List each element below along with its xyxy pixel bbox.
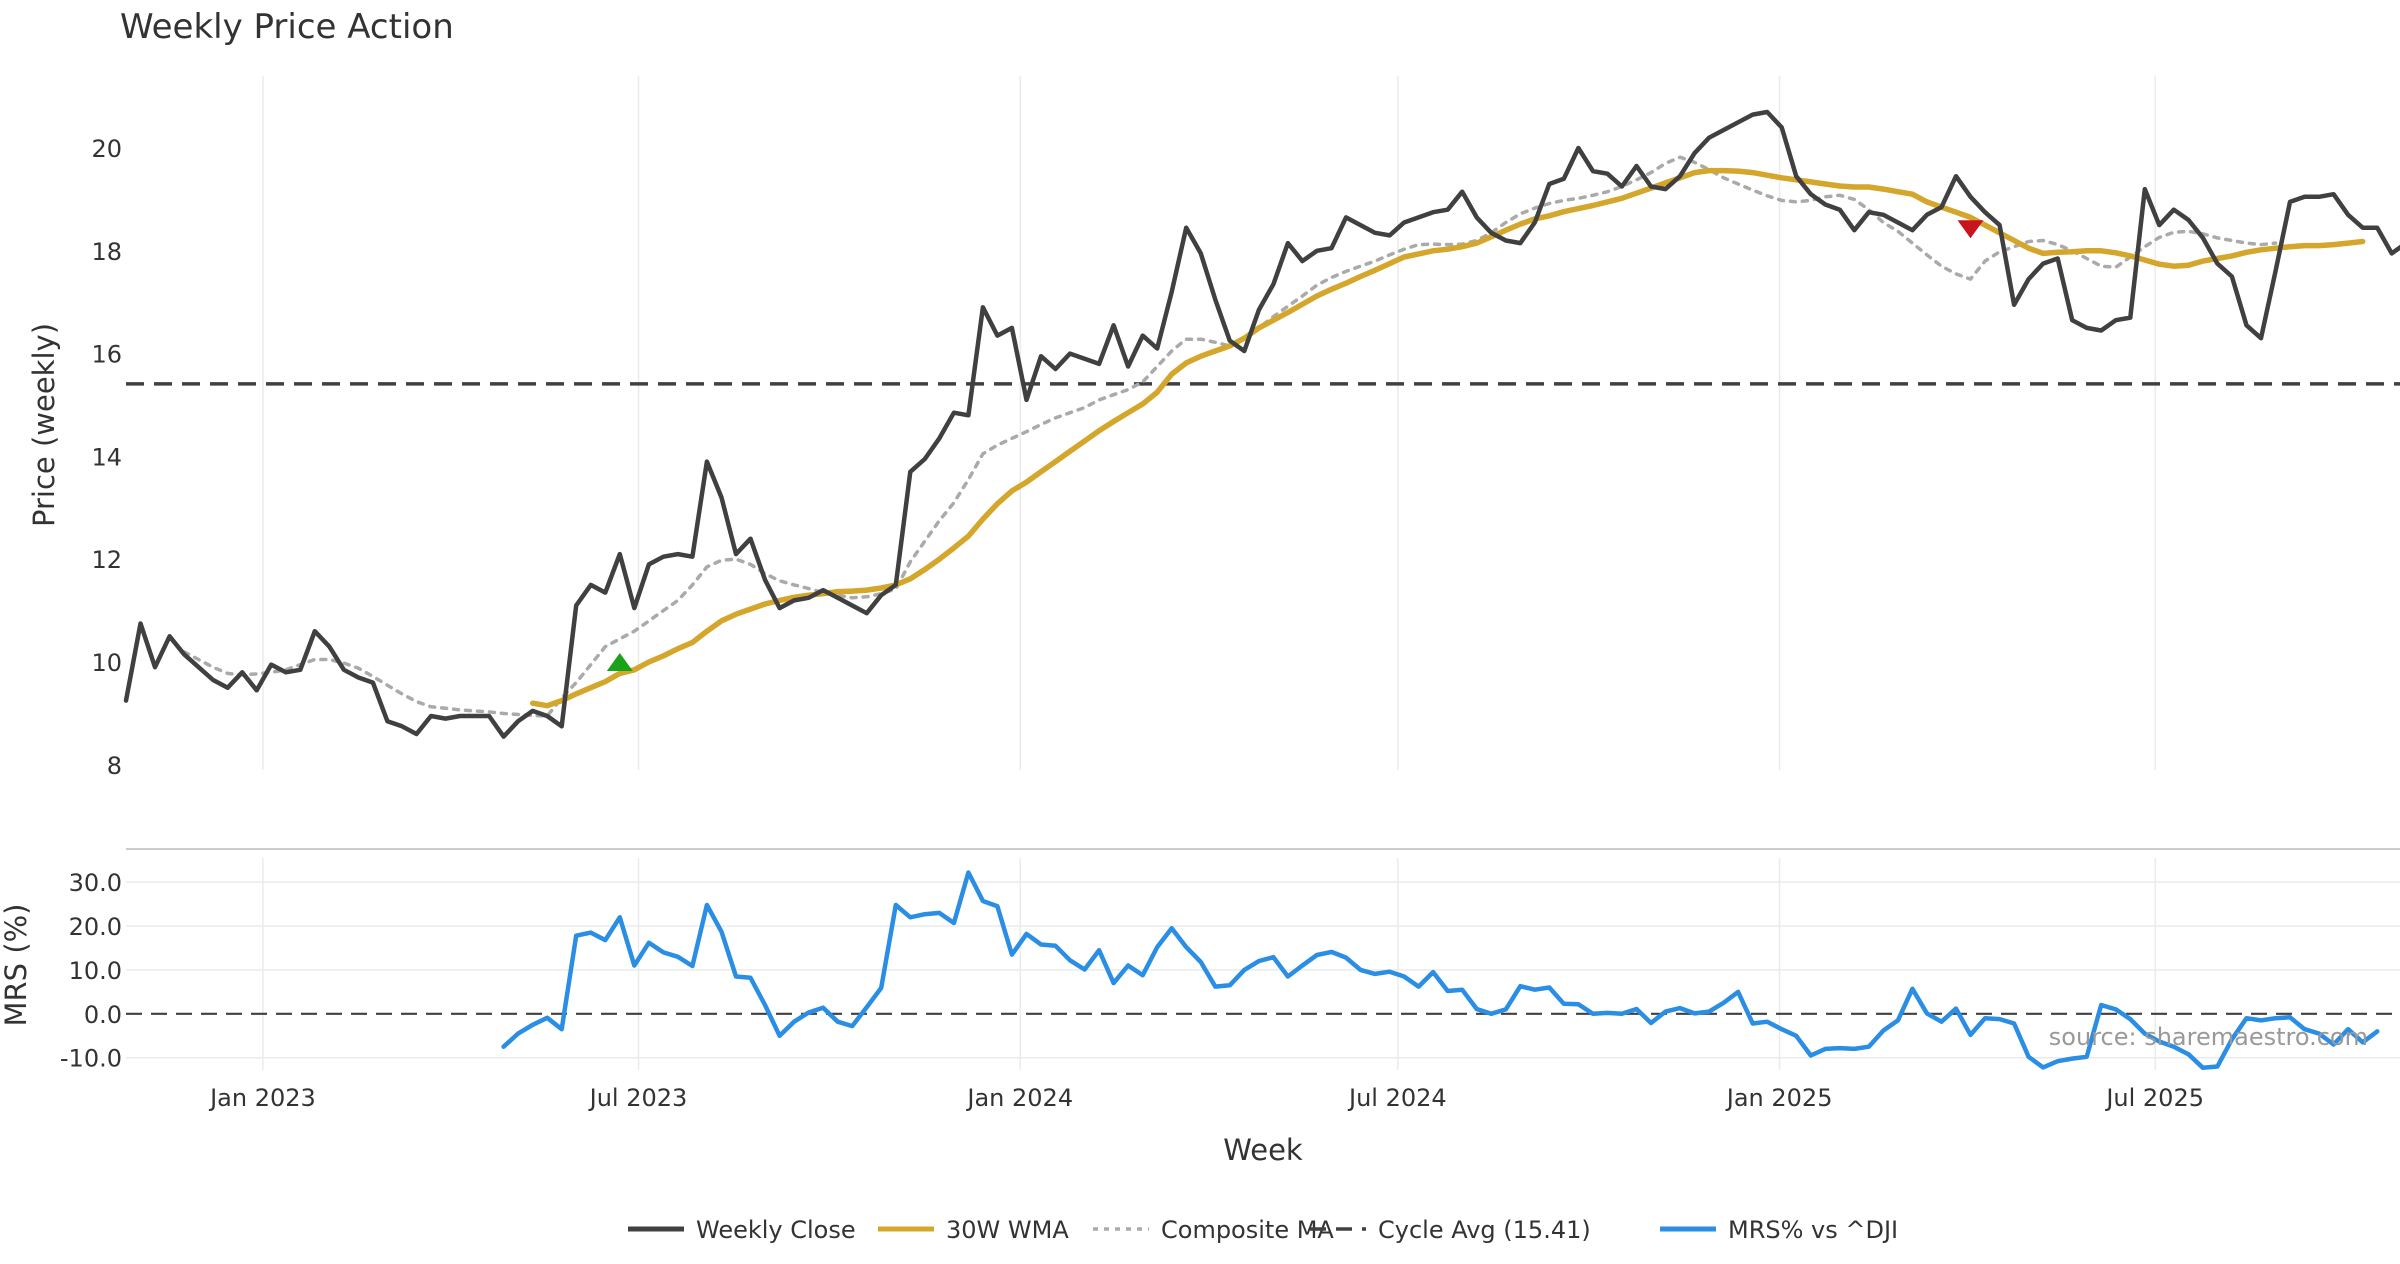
mrs-panel: [126, 870, 2400, 1071]
30w-wma-line: [529, 167, 2366, 709]
price-y-tick-label: 20: [91, 135, 122, 163]
mrs-y-tick-label: 0.0: [84, 1001, 122, 1029]
axes: Jan 2023 Jul 2023 Jan 2024 Jul 2024 Jan 2025…: [60, 135, 2400, 1112]
mrs-y-tick-label: 30.0: [69, 869, 122, 897]
weekly-close-line: [123, 109, 2400, 739]
gridlines: [126, 76, 2400, 1070]
price-axis-title: Price (weekly): [27, 323, 61, 527]
x-tick-label: Jul 2025: [2104, 1084, 2204, 1112]
price-y-tick-label: 10: [91, 649, 122, 677]
price-y-tick-label: 12: [91, 546, 122, 574]
x-axis-title: Week: [1223, 1133, 1303, 1167]
x-tick-label: Jul 2023: [588, 1084, 688, 1112]
x-tick-label: Jan 2024: [965, 1084, 1073, 1112]
x-tick-label: Jan 2025: [1725, 1084, 1833, 1112]
legend-label: Weekly Close: [696, 1216, 856, 1244]
legend-label: Cycle Avg (15.41): [1378, 1216, 1591, 1244]
mrs-y-tick-label: 10.0: [69, 957, 122, 985]
price-y-tick-label: 14: [91, 443, 122, 471]
x-tick-label: Jul 2024: [1347, 1084, 1447, 1112]
x-tick-label: Jan 2023: [208, 1084, 316, 1112]
mrs-y-tick-label: 20.0: [69, 913, 122, 941]
legend: Weekly Close 30W WMA Composite MA Cycle Avg…: [628, 1216, 1898, 1244]
price-panel: [123, 109, 2400, 739]
mrs-axis-title: MRS (%): [0, 904, 33, 1027]
sell-signal-marker: [1957, 220, 1984, 239]
price-y-tick-label: 8: [107, 752, 122, 780]
source-label: source: sharemaestro.com: [2049, 1023, 2368, 1051]
price-y-tick-label: 16: [91, 341, 122, 369]
mrs-line: [501, 870, 2380, 1071]
legend-label: Composite MA: [1161, 1216, 1334, 1244]
chart-title: Weekly Price Action: [120, 7, 454, 47]
legend-label: 30W WMA: [946, 1216, 1069, 1244]
price-y-tick-label: 18: [91, 238, 122, 266]
composite-ma-line: [182, 155, 2278, 718]
mrs-y-tick-label: -10.0: [60, 1045, 122, 1073]
buy-signal-marker: [606, 653, 633, 672]
legend-label: MRS% vs ^DJI: [1728, 1216, 1898, 1244]
